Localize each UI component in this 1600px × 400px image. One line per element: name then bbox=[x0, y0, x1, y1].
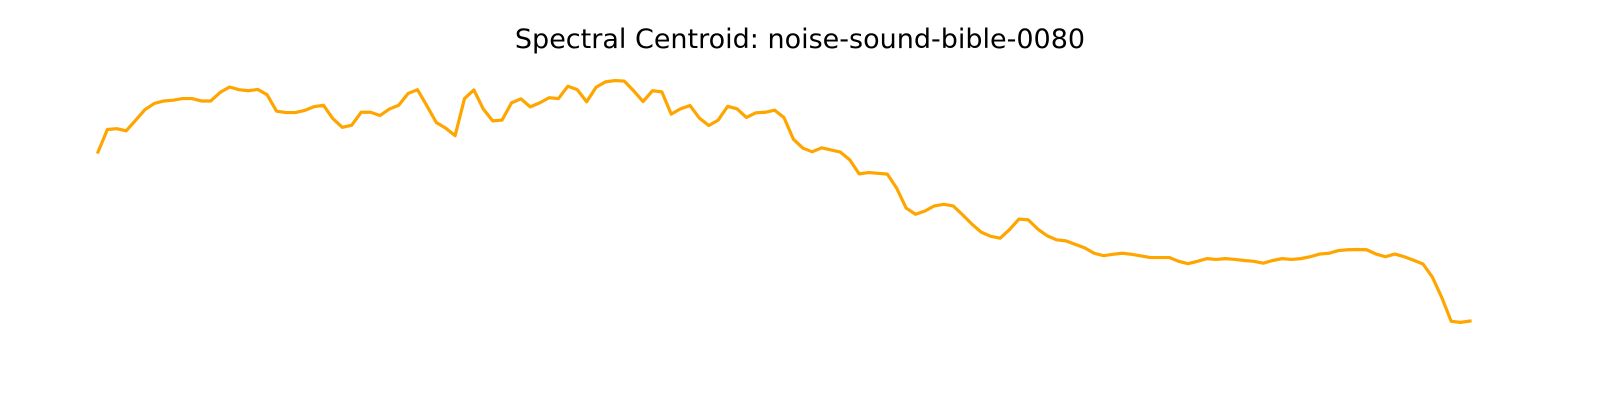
chart-title: Spectral Centroid: noise-sound-bible-008… bbox=[514, 24, 1086, 55]
series-line-0 bbox=[95, 78, 1472, 324]
plot-area bbox=[95, 78, 1472, 324]
